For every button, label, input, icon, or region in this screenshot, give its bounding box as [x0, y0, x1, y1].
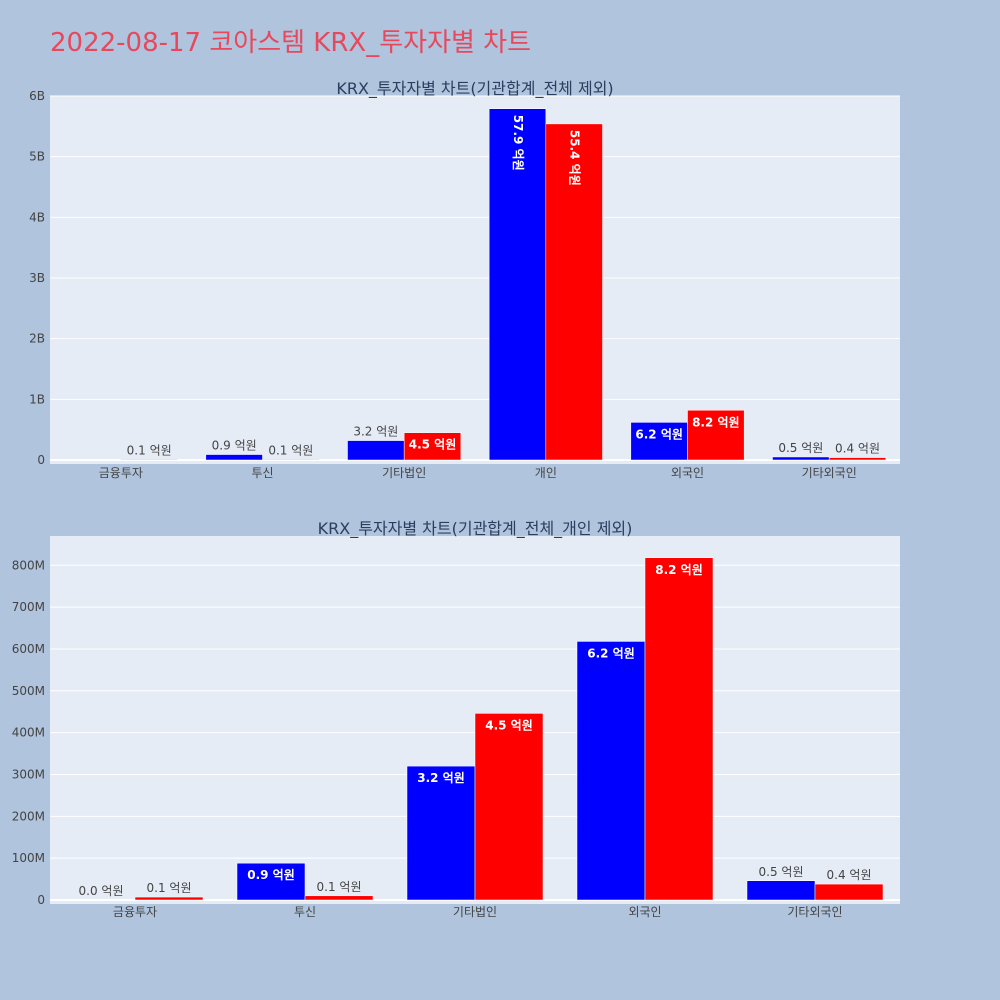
y-tick-label: 2B — [29, 332, 45, 346]
x-tick-label: 금융투자 — [113, 905, 157, 919]
y-tick-label: 700M — [12, 600, 45, 614]
bar — [403, 432, 462, 461]
bar — [644, 557, 714, 901]
data-label: 0.1 억원 — [127, 443, 172, 457]
x-tick-label: 개인 — [535, 466, 557, 480]
chart-top: 0 1B 2B 3B 4B 5B 6B KRX_투자자별 차트(기관합계_전체 제외) 금융투자… — [29, 79, 900, 480]
bar — [828, 457, 887, 461]
page-title: 2022-08-17 코아스템 KRX_투자자별 차트 — [50, 28, 532, 58]
bar — [262, 459, 320, 461]
data-label: 4.5 억원 — [485, 718, 533, 732]
data-label: 6.2 억원 — [635, 427, 683, 441]
data-label: 0.1 억원 — [147, 881, 192, 895]
data-label: 3.2 억원 — [353, 425, 398, 439]
bar — [347, 440, 405, 461]
data-label: 0.0 억원 — [79, 884, 124, 898]
y-tick-label: 800M — [12, 558, 45, 572]
bar — [576, 641, 646, 901]
x-tick-label: 외국인 — [671, 466, 704, 480]
bar — [746, 880, 816, 901]
data-label: 0.1 억원 — [317, 880, 362, 894]
y-tick-label: 5B — [29, 150, 45, 164]
data-label: 0.1 억원 — [268, 443, 313, 457]
x-tick-label: 기타외국인 — [787, 905, 842, 919]
bar — [236, 862, 306, 901]
y-tick-label: 0 — [37, 453, 45, 467]
y-tick-label: 300M — [12, 767, 45, 781]
x-tick-label: 투신 — [251, 466, 273, 480]
bar — [545, 123, 603, 461]
data-label: 57.9 억원 — [511, 115, 525, 171]
chart-subtitle: KRX_투자자별 차트(기관합계_전체 제외) — [336, 79, 613, 99]
x-tick-label: 외국인 — [628, 905, 661, 919]
x-tick-label: 투신 — [294, 905, 316, 919]
data-label: 8.2 억원 — [692, 415, 740, 429]
y-tick-label: 3B — [29, 271, 45, 285]
data-label: 0.9 억원 — [247, 868, 295, 882]
data-label: 4.5 억원 — [409, 438, 457, 452]
data-label: 0.4 억원 — [827, 868, 872, 882]
bar — [205, 454, 263, 461]
bar — [304, 895, 374, 901]
bar — [134, 896, 204, 901]
data-label: 0.4 억원 — [835, 442, 880, 456]
bar — [406, 765, 476, 901]
chart-subtitle: KRX_투자자별 차트(기관합계_전체_개인 제외) — [318, 519, 633, 539]
plot-area — [50, 96, 900, 464]
data-label: 0.9 억원 — [212, 439, 257, 453]
data-label: 0.5 억원 — [759, 865, 804, 879]
y-tick-label: 4B — [29, 210, 45, 224]
bar — [474, 713, 544, 901]
y-tick-label: 100M — [12, 851, 45, 865]
data-label: 3.2 억원 — [417, 771, 465, 785]
y-tick-label: 400M — [12, 726, 45, 740]
bar — [772, 456, 830, 461]
bar — [488, 108, 547, 461]
y-tick-label: 500M — [12, 684, 45, 698]
bar — [814, 883, 884, 901]
data-label: 6.2 억원 — [587, 646, 635, 660]
x-tick-label: 금융투자 — [99, 466, 143, 480]
bar — [630, 422, 688, 461]
x-tick-label: 기타법인 — [453, 905, 497, 919]
data-label: 8.2 억원 — [655, 563, 703, 577]
data-label: 0.5 억원 — [778, 441, 823, 455]
y-tick-label: 0 — [37, 893, 45, 907]
data-label: 55.4 억원 — [568, 130, 582, 186]
bar — [687, 410, 745, 461]
y-tick-label: 200M — [12, 809, 45, 823]
y-tick-label: 6B — [29, 89, 45, 103]
bar — [120, 459, 178, 461]
x-tick-label: 기타법인 — [382, 466, 426, 480]
y-tick-label: 1B — [29, 392, 45, 406]
y-tick-label: 600M — [12, 642, 45, 656]
x-tick-label: 기타외국인 — [802, 466, 857, 480]
chart-bottom: 0 100M 200M 300M 400M 500M 600M 700M 800M KRX_투자자… — [12, 519, 900, 919]
